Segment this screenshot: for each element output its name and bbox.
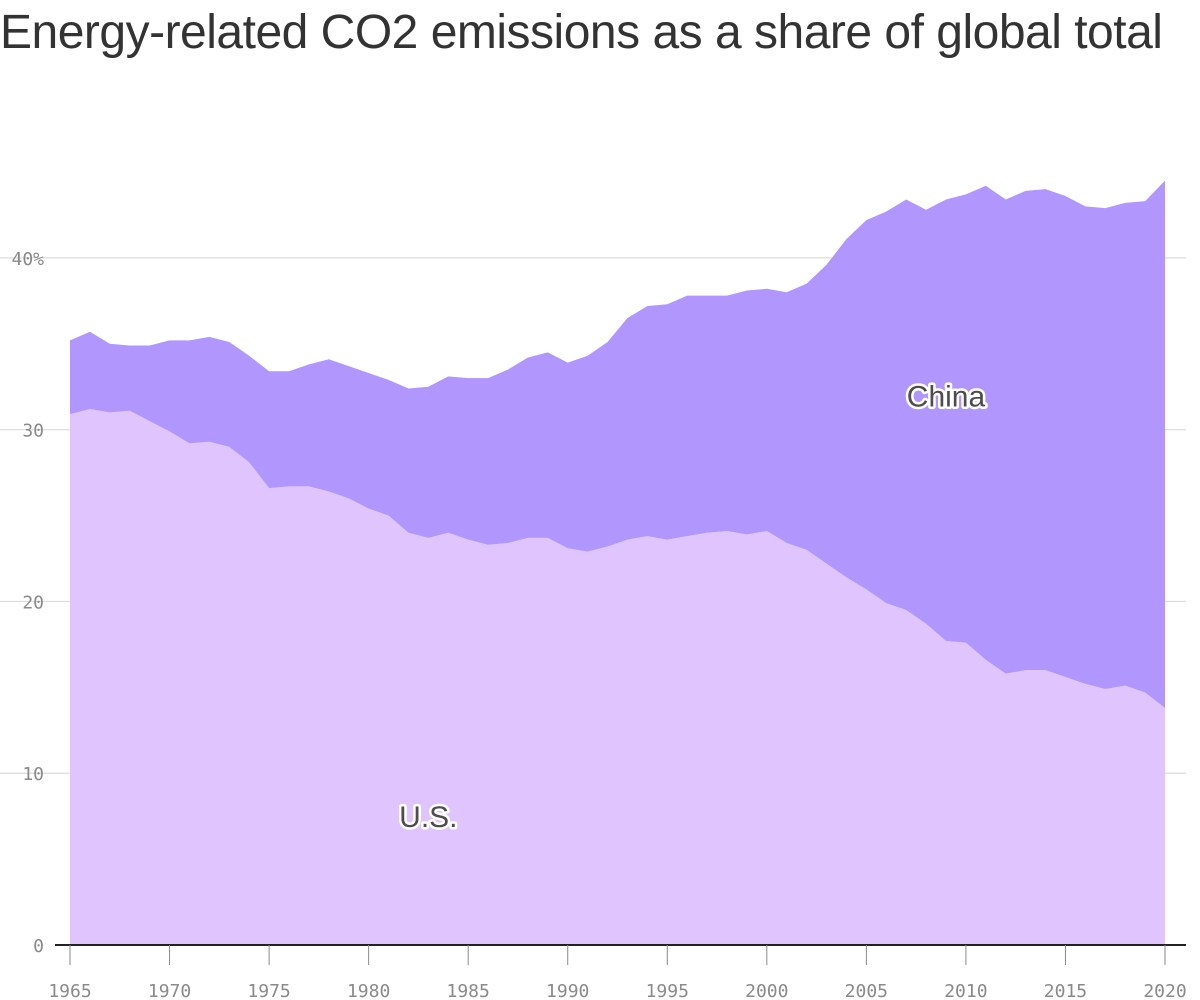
area-labels: China U.S. (397, 378, 988, 837)
x-tick-label: 1995 (646, 981, 689, 1000)
x-tick-label: 1970 (148, 981, 191, 1000)
series-area-china (70, 180, 1165, 708)
y-axis-ticks: 0 10 20 30 40% (11, 249, 44, 957)
series-area-u-s (70, 409, 1165, 945)
y-tick-label: 30 (22, 421, 44, 442)
chart-title: Energy-related CO2 emissions as a share … (0, 6, 1163, 59)
x-tick-label: 2005 (845, 981, 888, 1000)
x-tick-label: 1980 (347, 981, 390, 1000)
y-tick-label: 40% (11, 249, 44, 270)
x-tick-label: 1975 (247, 981, 290, 1000)
x-tick-label: 2015 (1044, 981, 1087, 1000)
x-tick-label: 2010 (944, 981, 987, 1000)
stacked-areas (70, 180, 1165, 945)
x-tick-label: 2020 (1143, 981, 1186, 1000)
y-tick-label: 20 (22, 592, 44, 613)
x-tick-label: 1990 (546, 981, 589, 1000)
x-axis-ticks: 1965 1970 1975 1980 1985 1990 1995 2000 2005 2010… (48, 945, 1187, 1000)
x-tick-label: 2000 (745, 981, 788, 1000)
area-label-china: China (907, 380, 986, 413)
y-tick-label: 10 (22, 764, 44, 785)
x-tick-label: 1965 (48, 981, 91, 1000)
area-label-u-s: U.S. (399, 801, 457, 834)
y-tick-label: 0 (33, 936, 44, 957)
x-tick-label: 1985 (447, 981, 490, 1000)
